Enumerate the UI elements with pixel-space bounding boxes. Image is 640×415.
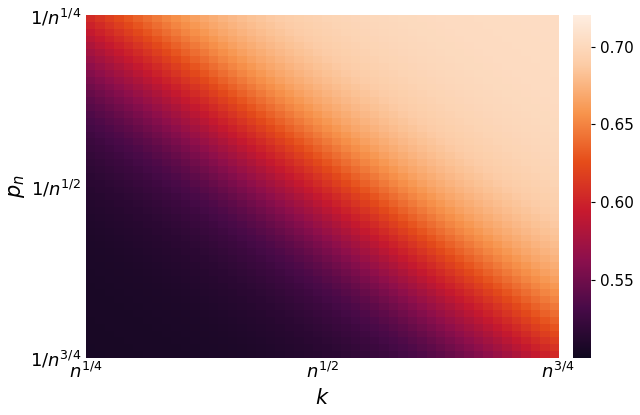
Y-axis label: $p_n$: $p_n$ xyxy=(7,175,27,198)
X-axis label: $k$: $k$ xyxy=(315,388,330,408)
